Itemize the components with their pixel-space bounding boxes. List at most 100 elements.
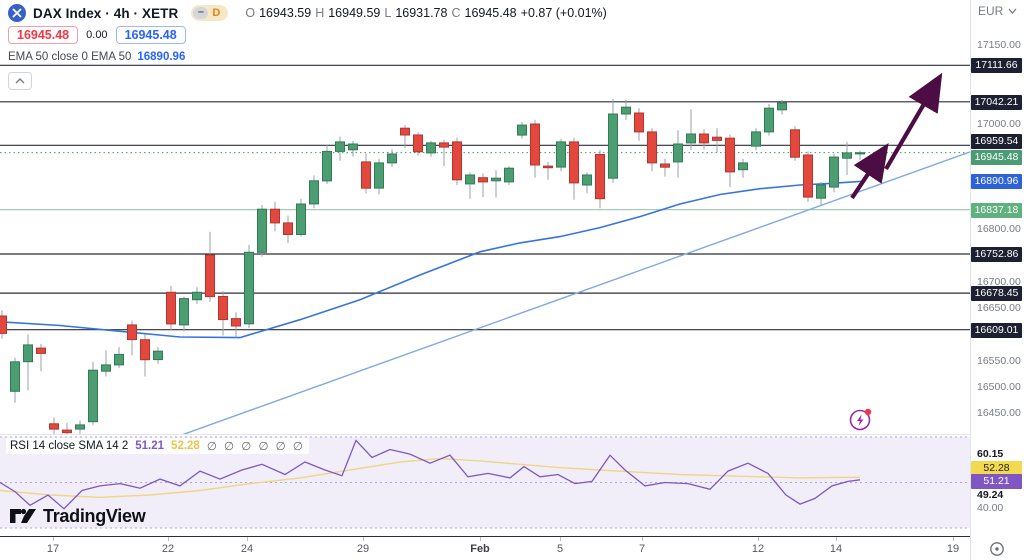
- candle: [231, 318, 241, 327]
- time-axis[interactable]: 17 22 24 29 Feb 5 7 12 14 19: [0, 536, 1024, 560]
- market-status-badge[interactable]: – D: [191, 5, 229, 21]
- candle: [179, 298, 189, 326]
- low-value: 16931.78: [395, 6, 448, 20]
- ema-line[interactable]: [0, 180, 863, 339]
- spread-value: 0.00: [86, 29, 108, 41]
- rsi-scale-level: 49.24: [977, 488, 1004, 501]
- chart-canvas[interactable]: [0, 0, 970, 536]
- candle: [36, 347, 46, 354]
- time-axis-tick: [560, 537, 561, 541]
- tradingview-logo[interactable]: TradingView: [10, 505, 146, 527]
- rsi-empty-params: ∅ ∅ ∅ ∅ ∅ ∅: [206, 441, 305, 453]
- symbol-logo-icon[interactable]: [8, 4, 26, 22]
- time-axis-label: 19: [946, 543, 960, 555]
- rsi-value-badge[interactable]: 51.21: [971, 474, 1022, 490]
- candle: [686, 133, 696, 144]
- rsi-scale-level: 60.15: [977, 448, 1004, 461]
- price-scale-badge[interactable]: 16837.18: [971, 202, 1022, 218]
- pane-collapse-button[interactable]: [8, 72, 32, 90]
- time-axis-label: Feb: [470, 543, 490, 555]
- candle: [127, 324, 137, 341]
- candle: [101, 364, 111, 372]
- projection-arrow[interactable]: [884, 72, 943, 171]
- time-axis-tick: [953, 537, 954, 541]
- price-scale-tick: 17150.00: [977, 39, 1021, 52]
- price-scale-badge[interactable]: 16890.96: [971, 174, 1022, 190]
- candle: [140, 339, 150, 361]
- candle: [166, 291, 176, 325]
- candle: [582, 174, 592, 186]
- market-closed-icon: –: [193, 7, 209, 19]
- candle: [569, 141, 579, 184]
- rsi-legend-title: RSI 14 close SMA 14 2: [10, 440, 129, 452]
- rsi-sma-badge[interactable]: 52.28: [971, 460, 1022, 476]
- candle: [49, 423, 59, 430]
- time-axis-label: 12: [751, 543, 765, 555]
- candle: [816, 184, 826, 199]
- candle: [10, 361, 20, 392]
- price-scale-tick: 16800.00: [977, 223, 1021, 236]
- candle: [504, 167, 514, 183]
- high-value: 16949.59: [328, 6, 381, 20]
- trend-line[interactable]: [182, 151, 970, 435]
- price-scale-badge[interactable]: 16752.86: [971, 247, 1022, 262]
- candle: [842, 152, 852, 159]
- buy-button[interactable]: 16945.48: [115, 26, 186, 44]
- time-axis-label: 17: [46, 543, 60, 555]
- delayed-data-badge: D: [212, 7, 221, 19]
- price-scale-badge[interactable]: 16945.48: [971, 149, 1022, 165]
- candle: [556, 141, 566, 168]
- candle: [660, 163, 670, 168]
- ema-legend[interactable]: EMA 50 close 0 EMA 50 16890.96: [8, 51, 185, 63]
- sell-button[interactable]: 16945.48: [8, 26, 79, 44]
- candle: [296, 203, 306, 235]
- scroll-to-realtime-button[interactable]: [988, 540, 1006, 558]
- chevron-down-icon: [1008, 8, 1017, 14]
- candle: [309, 180, 319, 205]
- candle: [426, 142, 436, 154]
- price-scale-badge[interactable]: 16959.54: [971, 134, 1022, 150]
- open-value: 16943.59: [259, 6, 312, 20]
- candle: [491, 177, 501, 182]
- lightning-alert-button[interactable]: [846, 404, 876, 434]
- target-icon: [990, 542, 1004, 556]
- candle: [62, 429, 72, 434]
- candlestick-series[interactable]: [0, 98, 865, 437]
- candle: [244, 251, 254, 325]
- candle: [114, 353, 124, 366]
- candle: [478, 177, 488, 183]
- candle: [530, 123, 540, 166]
- candle: [361, 161, 371, 189]
- tradingview-logo-icon: [10, 508, 36, 523]
- candle: [75, 424, 85, 430]
- price-scale-badge[interactable]: 17042.21: [971, 94, 1022, 110]
- main-pane[interactable]: [0, 64, 970, 437]
- candle: [88, 369, 98, 423]
- currency-selector[interactable]: EUR: [978, 4, 1017, 18]
- candle: [387, 153, 397, 164]
- candle: [270, 208, 280, 224]
- time-axis-tick: [247, 537, 248, 541]
- rsi-legend-value: 51.21: [135, 440, 165, 452]
- symbol-title[interactable]: DAX Index · 4h · XETR: [33, 5, 179, 21]
- rsi-legend[interactable]: RSI 14 close SMA 14 2 51.21 52.28 ∅ ∅ ∅ …: [6, 438, 309, 454]
- price-scale-badge[interactable]: 16609.01: [971, 322, 1022, 338]
- candle: [205, 254, 215, 298]
- price-scale-badge[interactable]: 16678.45: [971, 286, 1022, 302]
- candle: [218, 296, 228, 321]
- candle: [634, 112, 644, 133]
- rsi-scale-tick: 40.00: [977, 502, 1004, 515]
- time-axis-tick: [363, 537, 364, 541]
- change-value: +0.87 (+0.01%): [520, 6, 607, 20]
- candle: [543, 165, 553, 169]
- rsi-sma-legend-value: 52.28: [171, 440, 200, 452]
- candle: [257, 208, 267, 253]
- open-label: O: [245, 6, 256, 20]
- price-scale-badge[interactable]: 17111.66: [971, 58, 1022, 74]
- candle: [777, 102, 787, 111]
- price-scale-tick: 16450.00: [977, 407, 1021, 420]
- time-axis-tick: [480, 537, 481, 541]
- time-axis-label: 7: [638, 543, 646, 555]
- projection-arrow[interactable]: [850, 143, 889, 200]
